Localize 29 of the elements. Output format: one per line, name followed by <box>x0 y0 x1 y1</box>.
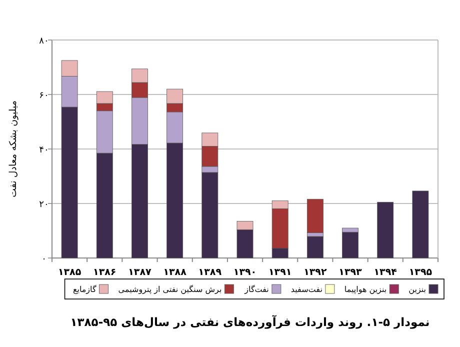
x-tick-label: ۱۳۹۵ <box>408 267 432 278</box>
x-tick-label: ۱۳۹۱ <box>268 267 292 278</box>
legend-label: نفت‌گاز <box>244 284 269 294</box>
legend-label: گازمایع <box>72 284 96 294</box>
legend-label: برش سنگین نفتی از پتروشیمی <box>118 284 222 294</box>
x-tick-label: ۱۳۹۲ <box>304 267 327 278</box>
x-tick-label: ۱۳۹۴ <box>374 267 398 278</box>
y-tick-label: ۰ <box>42 254 46 264</box>
x-tick-label: ۱۳۸۵ <box>58 267 82 278</box>
x-tick-label: ۱۳۸۷ <box>128 267 152 278</box>
bar <box>342 232 358 258</box>
bar <box>377 202 394 258</box>
x-tick-label: ۱۳۹۰ <box>233 267 257 278</box>
bar <box>306 198 324 233</box>
bar <box>412 190 429 258</box>
y-tick-label: ۸۰ <box>39 36 49 46</box>
x-tick-label: ۱۳۹۳ <box>338 267 362 278</box>
x-tick-label: ۱۳۸۶ <box>93 267 116 278</box>
y-axis-title: میلیون بشکه معادل نفت <box>8 100 19 198</box>
y-tick-label: ۶۰ <box>39 91 49 101</box>
legend-label: بنزین هواپیما <box>344 285 387 294</box>
text: نمودار ۵-۱. روند واردات فرآورده‌های نفتی در سال‌های ۹۵-۱۳۸۵ <box>70 315 430 329</box>
legend-label: نفت‌سفید <box>290 285 322 294</box>
bar <box>306 236 324 258</box>
legend-label: بنزین <box>408 285 426 294</box>
y-tick-label: ۴۰ <box>39 146 49 156</box>
y-tick-label: ۲۰ <box>39 200 49 210</box>
x-tick-label: ۱۳۸۹ <box>198 267 222 278</box>
x-tick-label: ۱۳۸۸ <box>163 267 187 278</box>
